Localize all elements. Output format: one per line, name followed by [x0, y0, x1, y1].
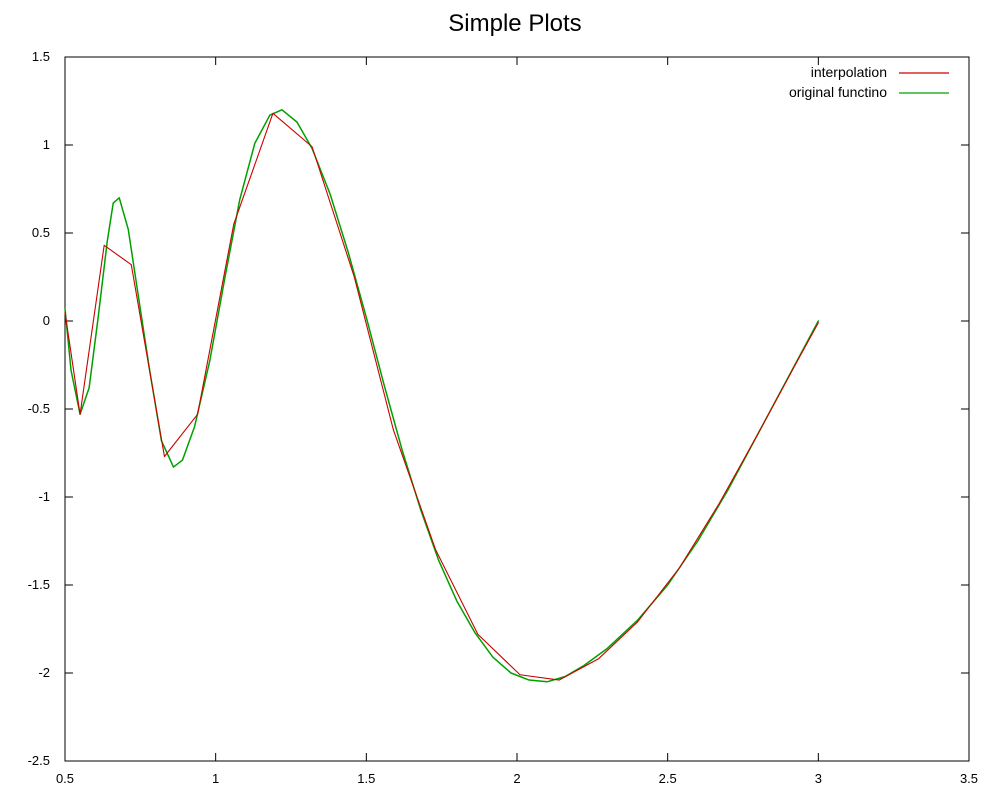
y-tick-label-8: -2.5 — [28, 753, 50, 768]
y-tick-label-0: 1.5 — [32, 49, 50, 64]
series-line-original-functino — [64, 109, 820, 683]
x-tick-label-6: 3.5 — [960, 771, 978, 786]
y-tick-label-4: -0.5 — [28, 401, 50, 416]
series-line-interpolation — [64, 112, 819, 681]
x-tick-label-4: 2.5 — [659, 771, 677, 786]
x-tick-label-0: 0.5 — [56, 771, 74, 786]
y-tick-label-5: -1 — [38, 489, 50, 504]
legend-label-interpolation: interpolation — [811, 64, 887, 80]
chart-title: Simple Plots — [448, 10, 581, 37]
y-tick-label-7: -2 — [38, 665, 50, 680]
plot-area — [64, 56, 970, 762]
y-tick-label-2: 0.5 — [32, 225, 50, 240]
x-tick-label-5: 3 — [815, 771, 822, 786]
y-tick-label-6: -1.5 — [28, 577, 50, 592]
x-tick-label-1: 1 — [212, 771, 219, 786]
x-tick-label-2: 1.5 — [357, 771, 375, 786]
plot-frame — [64, 56, 970, 762]
legend-label-original-functino: original functino — [789, 84, 887, 100]
y-tick-label-1: 1 — [43, 137, 50, 152]
series-layer — [64, 109, 820, 683]
y-tick-label-3: 0 — [43, 313, 50, 328]
legend: interpolation original functino — [789, 64, 949, 100]
y-axis-ticks: 1.5 1 0.5 0 -0.5 -1 -1.5 -2 -2.5 — [28, 49, 969, 768]
x-axis-ticks: 0.5 1 1.5 2 2.5 3 3.5 — [56, 57, 978, 786]
x-tick-label-3: 2 — [513, 771, 520, 786]
